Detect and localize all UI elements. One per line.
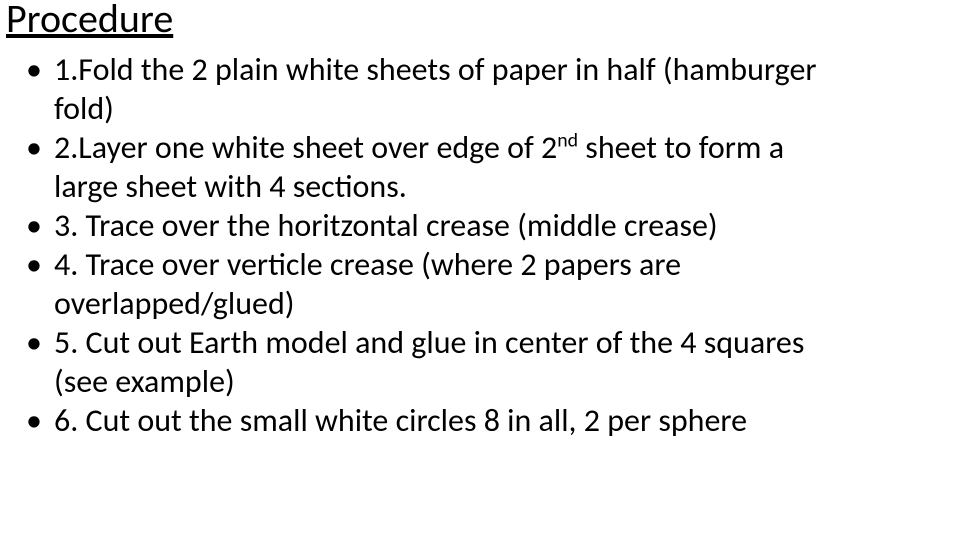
slide: Procedure • 1.Fold the 2 plain white she… xyxy=(0,0,960,540)
bullet-icon: • xyxy=(26,128,42,167)
step-text: (see example) xyxy=(54,362,235,401)
bullet-icon: • xyxy=(26,245,42,284)
list-item: • 6. Cut out the small white circles 8 i… xyxy=(26,401,940,440)
step-text: 5. Cut out Earth model and glue in cente… xyxy=(54,323,804,362)
step-text: 3. Trace over the horitzontal crease (mi… xyxy=(54,206,718,245)
step-text: sheet to form a xyxy=(578,128,784,167)
bullet-icon: • xyxy=(26,401,42,440)
list-item-continuation: overlapped/glued) xyxy=(26,284,940,323)
list-item: • 1.Fold the 2 plain white sheets of pap… xyxy=(26,50,940,89)
step-text: 4. Trace over verticle crease (where 2 p… xyxy=(54,245,681,284)
list-item: • 3. Trace over the horitzontal crease (… xyxy=(26,206,940,245)
superscript: nd xyxy=(557,128,578,152)
bullet-icon: • xyxy=(26,206,42,245)
list-item-continuation: (see example) xyxy=(26,362,940,401)
list-item: • 2.Layer one white sheet over edge of 2… xyxy=(26,128,940,167)
step-text: 2.Layer one white sheet over edge of 2 xyxy=(54,128,557,167)
step-text: overlapped/glued) xyxy=(54,284,294,323)
step-text: fold) xyxy=(54,89,114,128)
list-item-continuation: fold) xyxy=(26,89,940,128)
step-text: 1.Fold the 2 plain white sheets of paper… xyxy=(54,50,817,89)
bullet-icon: • xyxy=(26,50,42,89)
list-item-continuation: large sheet with 4 sections. xyxy=(26,167,940,206)
step-text: large sheet with 4 sections. xyxy=(54,167,407,206)
list-item: • 5. Cut out Earth model and glue in cen… xyxy=(26,323,940,362)
slide-title: Procedure xyxy=(6,0,173,43)
step-text: 6. Cut out the small white circles 8 in … xyxy=(54,401,747,440)
bullet-icon: • xyxy=(26,323,42,362)
list-item: • 4. Trace over verticle crease (where 2… xyxy=(26,245,940,284)
procedure-list: • 1.Fold the 2 plain white sheets of pap… xyxy=(26,50,940,440)
